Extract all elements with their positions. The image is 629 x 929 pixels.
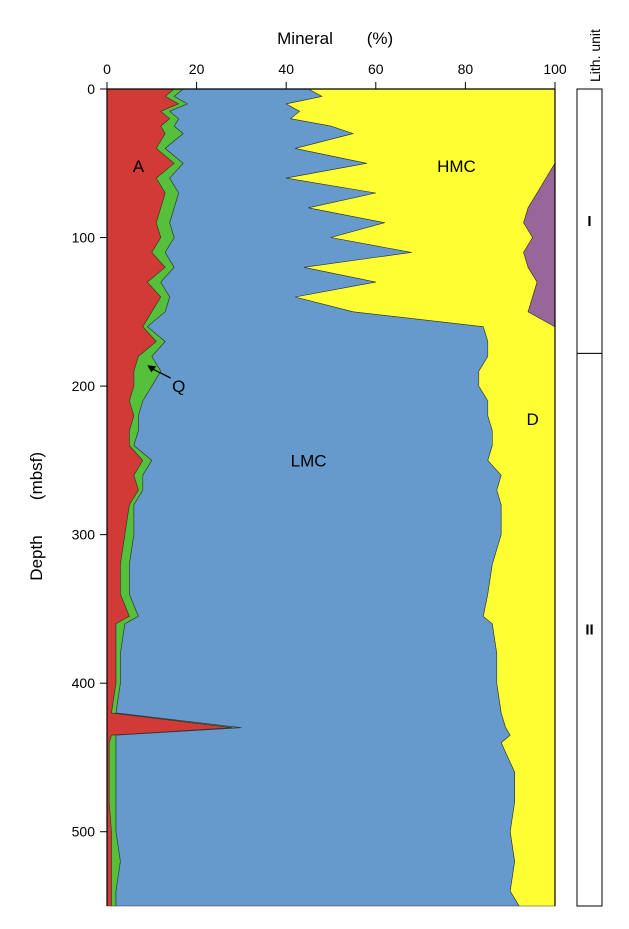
label-lmc: LMC xyxy=(291,451,327,470)
lith-unit-label: I xyxy=(587,213,591,230)
lith-unit-box xyxy=(576,88,603,354)
lith-unit-label: II xyxy=(585,622,593,639)
x-axis-title: Mineral xyxy=(277,29,333,48)
q-arrow-line xyxy=(151,367,171,379)
x-tick-label: 20 xyxy=(189,61,205,77)
lithology-column: III xyxy=(576,88,603,907)
x-tick-label: 100 xyxy=(543,61,567,77)
label-a: A xyxy=(133,157,145,176)
y-tick-label: 400 xyxy=(72,675,96,691)
y-axis-unit: (mbsf) xyxy=(27,452,46,500)
x-tick-label: 60 xyxy=(368,61,384,77)
x-tick-label: 40 xyxy=(278,61,294,77)
area-labels: A HMC Q LMC D xyxy=(133,157,539,470)
label-hmc: HMC xyxy=(437,157,476,176)
y-tick-label: 200 xyxy=(72,378,96,394)
x-axis: 0 20 40 60 80 100 xyxy=(103,61,567,89)
label-q: Q xyxy=(172,377,185,396)
y-tick-label: 0 xyxy=(87,81,95,97)
y-tick-label: 100 xyxy=(72,230,96,246)
lith-unit-box xyxy=(576,352,603,907)
lith-unit-header: Lith. unit xyxy=(587,29,603,82)
stacked-areas xyxy=(106,88,556,907)
x-axis-unit: (%) xyxy=(367,29,393,48)
y-axis: 0 100 200 300 400 500 xyxy=(72,81,107,840)
plot-frame xyxy=(106,88,556,906)
y-tick-label: 500 xyxy=(72,824,96,840)
label-d: D xyxy=(526,410,538,429)
x-tick-label: 0 xyxy=(103,61,111,77)
y-axis-title: Depth xyxy=(27,535,46,580)
y-tick-label: 300 xyxy=(72,527,96,543)
q-arrow-head xyxy=(147,365,157,373)
x-tick-label: 80 xyxy=(458,61,474,77)
